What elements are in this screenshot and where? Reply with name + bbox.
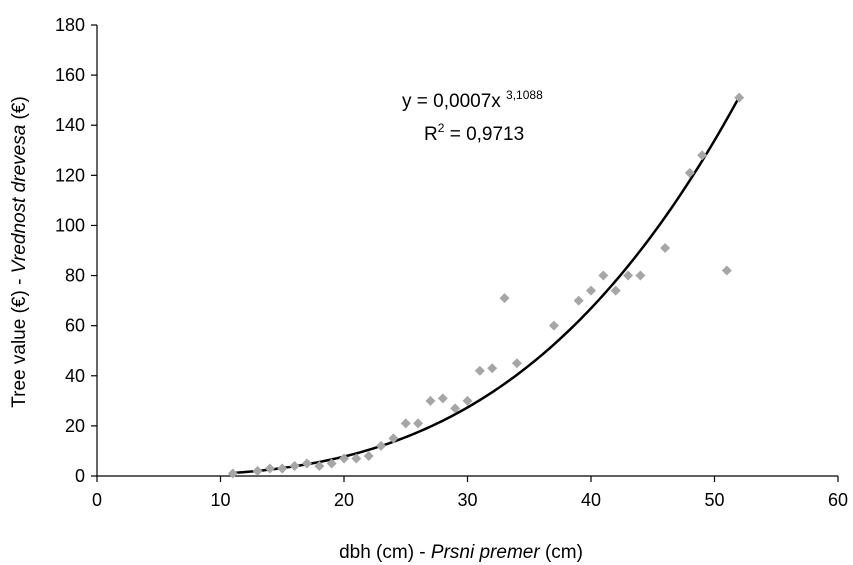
- data-point: [351, 453, 362, 464]
- x-tick-label: 40: [581, 490, 601, 510]
- data-point: [388, 433, 399, 444]
- data-point: [314, 460, 325, 471]
- data-point: [400, 418, 411, 429]
- data-point: [413, 418, 424, 429]
- equation-prefix: y = 0,0007x: [402, 91, 506, 112]
- data-point: [734, 92, 745, 103]
- x-tick-label: 60: [828, 490, 848, 510]
- data-point: [499, 293, 510, 304]
- y-axis-title-plain: Tree value (€) -: [9, 273, 30, 407]
- y-axis-title-italic: Vrednost drevesa: [9, 125, 30, 274]
- x-axis-title-unit: (cm): [540, 542, 583, 563]
- data-point: [684, 167, 695, 178]
- y-tick-label: 120: [55, 165, 85, 185]
- data-point: [462, 395, 473, 406]
- x-tick-label: 50: [704, 490, 724, 510]
- y-axis-title-unit: (€): [9, 96, 30, 125]
- data-point: [227, 468, 238, 479]
- x-axis-title-italic: Prsni premer: [431, 542, 540, 563]
- trendline-group: [232, 96, 741, 475]
- data-point: [363, 450, 374, 461]
- equation-label: y = 0,0007x 3,1088: [402, 88, 543, 112]
- x-tick-label: 10: [210, 490, 230, 510]
- r-squared-label: R2 = 0,9713: [424, 121, 524, 145]
- data-point: [511, 358, 522, 369]
- data-point: [376, 440, 387, 451]
- data-point: [660, 242, 671, 253]
- data-point: [548, 320, 559, 331]
- y-tick-label: 0: [75, 466, 85, 486]
- data-point: [264, 463, 275, 474]
- y-tick-label: 180: [55, 15, 85, 35]
- equation-exponent: 3,1088: [506, 88, 543, 102]
- y-tick-label: 160: [55, 65, 85, 85]
- data-point: [437, 393, 448, 404]
- y-tick-label: 20: [65, 416, 85, 436]
- trendline: [232, 96, 741, 475]
- data-point: [598, 270, 609, 281]
- r2-exponent: 2: [438, 121, 445, 135]
- data-point: [623, 270, 634, 281]
- y-tick-label: 80: [65, 266, 85, 286]
- data-point: [339, 453, 349, 464]
- data-point: [635, 270, 646, 281]
- data-point: [326, 458, 337, 469]
- y-axis-title: Tree value (€) - Vrednost drevesa (€): [9, 96, 30, 408]
- data-point: [610, 285, 621, 296]
- data-point: [697, 150, 708, 161]
- data-point: [289, 460, 300, 471]
- data-point: [721, 265, 732, 276]
- x-tick-label: 30: [457, 490, 477, 510]
- data-point: [586, 285, 596, 296]
- x-tick-label: 0: [92, 490, 102, 510]
- data-point: [474, 365, 485, 376]
- data-point: [487, 363, 498, 374]
- tick-labels: 0 10 20 30 40 50 60 0 20 40 60 80 100 120 140 160 180: [55, 15, 848, 510]
- data-point: [573, 295, 584, 306]
- y-tick-label: 100: [55, 215, 85, 235]
- x-axis-title: dbh (cm) - Prsni premer (cm): [339, 542, 583, 563]
- data-point: [450, 403, 461, 414]
- data-point: [277, 463, 288, 474]
- r2-suffix: = 0,9713: [444, 124, 524, 145]
- data-point: [425, 395, 436, 406]
- y-tick-label: 60: [65, 316, 85, 336]
- x-axis-title-plain: dbh (cm) -: [339, 542, 431, 563]
- x-tick-label: 20: [334, 490, 354, 510]
- data-point: [301, 458, 312, 469]
- r2-prefix: R: [424, 124, 438, 145]
- axes: [91, 24, 839, 482]
- y-tick-label: 40: [65, 366, 85, 386]
- y-tick-label: 140: [55, 115, 85, 135]
- data-points: [227, 92, 745, 479]
- data-point: [252, 465, 263, 476]
